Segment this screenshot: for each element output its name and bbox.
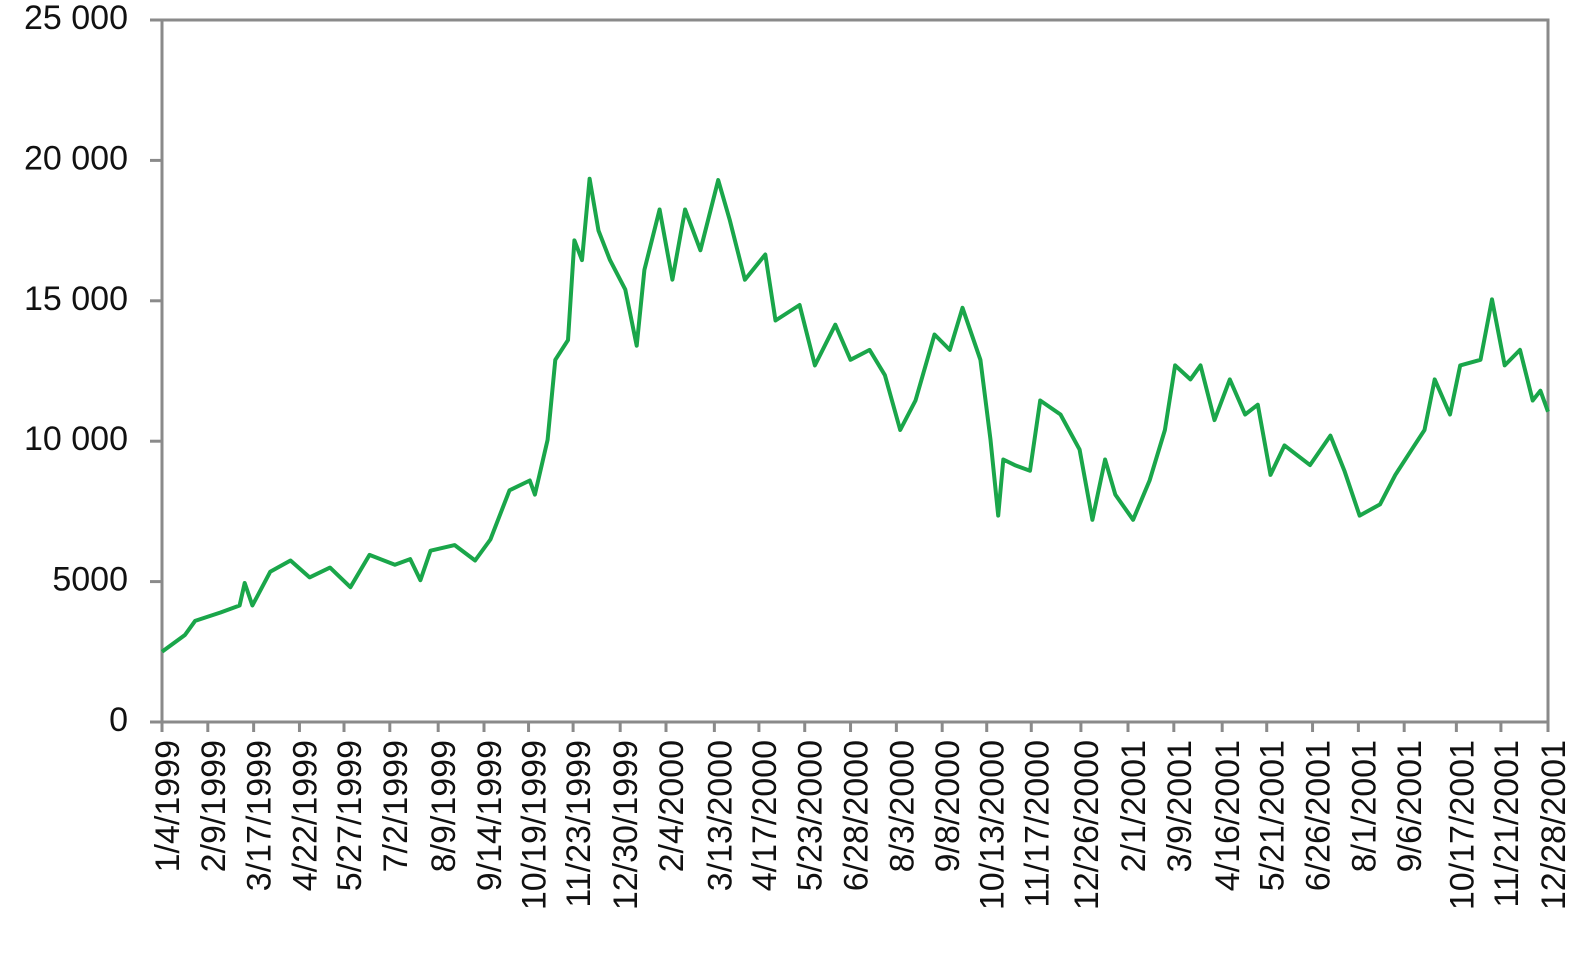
x-tick-label: 6/26/2001 [1300, 740, 1338, 891]
x-tick-label: 7/2/1999 [377, 740, 415, 872]
plot-frame [160, 18, 1550, 724]
y-tick-label: 15 000 [24, 280, 128, 318]
y-tick-label: 25 000 [24, 0, 128, 37]
x-tick-label: 12/26/2000 [1068, 740, 1106, 910]
y-tick-label: 5000 [52, 561, 128, 599]
y-tick-label: 20 000 [24, 139, 128, 177]
x-tick-label: 10/13/2000 [974, 740, 1012, 910]
x-tick-label: 5/21/2001 [1254, 740, 1292, 891]
x-tick-label: 3/13/2000 [701, 740, 739, 891]
x-tick-label: 2/4/2000 [653, 740, 691, 872]
data-line [160, 176, 1550, 654]
y-tick-label: 0 [109, 701, 128, 739]
x-tick-label: 8/1/2001 [1345, 740, 1383, 872]
x-tick-label: 5/23/2000 [792, 740, 830, 891]
x-tick-label: 9/14/1999 [471, 740, 509, 891]
x-tick-label: 12/30/1999 [607, 740, 645, 910]
x-tick-label: 12/28/2001 [1535, 740, 1573, 910]
x-tick-label: 3/17/1999 [241, 740, 279, 891]
x-tick-label: 4/17/2000 [746, 740, 784, 891]
x-tick-label: 1/4/1999 [149, 740, 187, 872]
x-tick-label: 8/9/1999 [425, 740, 463, 872]
x-tick-label: 4/22/1999 [286, 740, 324, 891]
x-tick-label: 4/16/2001 [1209, 740, 1247, 891]
x-tick-label: 10/19/1999 [516, 740, 554, 910]
x-tick-label: 8/3/2000 [883, 740, 921, 872]
x-tick-label: 10/17/2001 [1443, 740, 1481, 910]
x-tick-label: 2/9/1999 [195, 740, 233, 872]
x-tick-label: 11/23/1999 [560, 740, 598, 908]
x-tick-label: 9/8/2000 [929, 740, 967, 872]
x-tick-label: 11/21/2001 [1488, 740, 1526, 908]
x-tick-label: 9/6/2001 [1391, 740, 1429, 872]
x-tick-label: 5/27/1999 [331, 740, 369, 891]
x-tick-label: 11/17/2000 [1018, 740, 1056, 908]
x-tick-label: 6/28/2000 [838, 740, 876, 891]
x-tick-label: 3/9/2001 [1161, 740, 1199, 872]
y-tick-label: 10 000 [24, 420, 128, 458]
x-tick-label: 2/1/2001 [1115, 740, 1153, 872]
